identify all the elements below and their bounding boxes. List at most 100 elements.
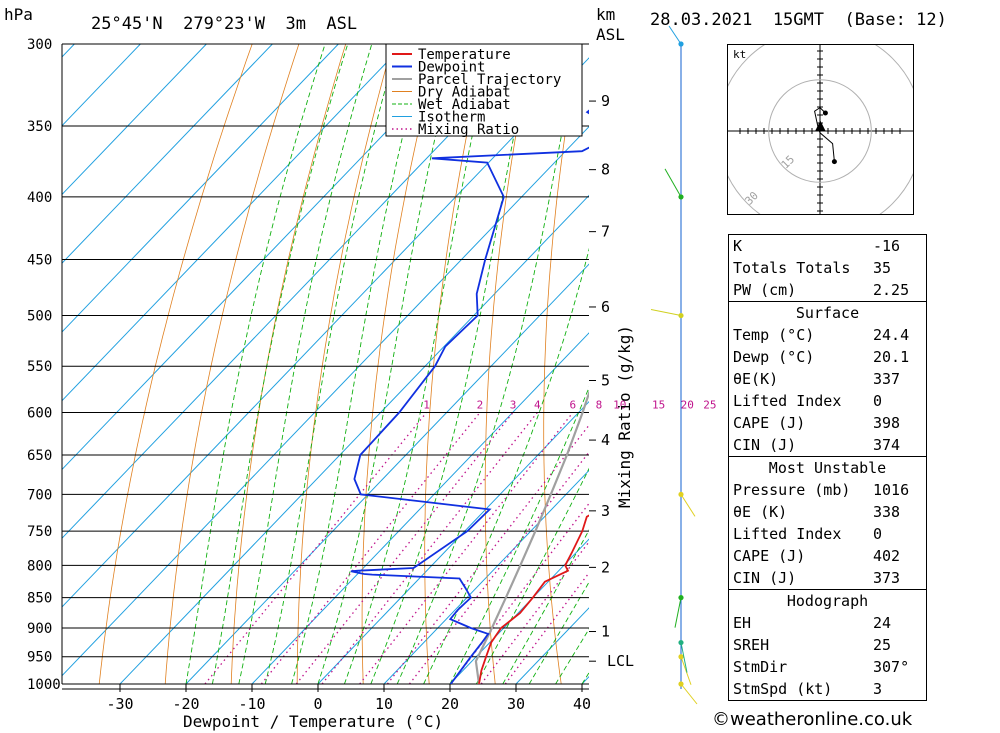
indices-row: Lifted Index 0 (729, 523, 926, 545)
index-name: θE (K) (733, 503, 788, 521)
index-name: Dewp (°C) (733, 348, 815, 366)
parcel-trajectory-line (474, 389, 589, 684)
pressure-tick-label: 550 (27, 359, 52, 375)
legend-temperature: Temperature (418, 47, 511, 63)
pressure-tick-label: 650 (27, 448, 52, 464)
pressure-tick-label: 1000 (27, 677, 61, 693)
hodograph-ring-label: 15 (779, 153, 798, 172)
dry-adiabat-line (361, 44, 440, 684)
indices-section: Surface Temp (°C) 24.4 Dewp (°C) 20.1 θE(K) 33… (728, 301, 927, 456)
wet-adiabat-line (370, 44, 534, 684)
mixing-ratio-label: 20 (681, 398, 694, 411)
isotherm-line (62, 44, 537, 539)
wet-adiabat-line (528, 581, 589, 684)
wet-adiabat-line (211, 44, 349, 684)
indices-row: StmDir 307° (729, 656, 926, 678)
indices-row: K -16 (729, 235, 926, 257)
mixing-ratio-line (260, 412, 481, 684)
mixing-ratio-label: 2 (477, 398, 484, 411)
isotherm-line (0, 44, 8, 684)
wet-adiabat-line (581, 671, 589, 684)
km-tick-label: LCL (607, 652, 634, 670)
mixing-ratio-line (359, 412, 574, 684)
dewpoint-line (350, 109, 589, 684)
temp-tick-label: -30 (106, 695, 133, 713)
pressure-tick-label: 700 (27, 487, 52, 503)
dry-adiabat-line (543, 44, 581, 684)
skewt-diagram: 3003504004505005506006507007508008509009… (0, 5, 716, 731)
wind-barb (664, 168, 682, 198)
wet-adiabat-line (502, 529, 589, 684)
isotherm-line (62, 125, 589, 677)
asl-label: ASL (596, 25, 625, 44)
km-tick-label: 3 (601, 502, 610, 520)
wind-barb (668, 25, 682, 45)
temperature-line (478, 514, 589, 684)
legend-wet-adiabat: Wet Adiabat (418, 97, 511, 113)
indices-row: θE(K) 337 (729, 368, 926, 390)
index-name: StmDir (733, 658, 788, 676)
mixing-ratio-axis-title: Mixing Ratio (g/kg) (615, 325, 634, 508)
isotherm-line (317, 400, 589, 684)
index-value: 25 (873, 636, 892, 654)
index-name: K (733, 237, 743, 255)
wet-adiabat-line (555, 628, 589, 684)
index-value: 373 (873, 569, 901, 587)
hodograph-panel: kt 153045 (665, 0, 975, 286)
index-value: 24 (873, 614, 892, 632)
isotherm-line (119, 194, 589, 684)
dry-adiabat-line (424, 44, 487, 684)
index-name: CAPE (J) (733, 414, 806, 432)
indices-row: Lifted Index 0 (729, 390, 926, 412)
mixing-ratio-label: 25 (703, 398, 716, 411)
pressure-tick-label: 900 (27, 621, 52, 637)
mixing-ratio-label: 15 (652, 398, 665, 411)
legend-isotherm: Isotherm (418, 110, 485, 126)
index-value: 402 (873, 547, 901, 565)
mixing-ratio-label: 10 (613, 398, 626, 411)
isotherm-line (383, 469, 589, 684)
indices-row: CIN (J) 373 (729, 567, 926, 589)
indices-row: Totals Totals 35 (729, 257, 926, 279)
indices-section: Most Unstable Pressure (mb) 1016 θE (K) 338 L… (728, 456, 927, 589)
km-tick-label: 5 (601, 372, 610, 390)
isotherm-line (62, 44, 207, 196)
pressure-tick-label: 450 (27, 253, 52, 269)
x-axis-title: Dewpoint / Temperature (°C) (183, 712, 443, 731)
isotherm-line (185, 263, 589, 684)
pressure-tick-label: 750 (27, 524, 52, 540)
indices-row: CIN (J) 374 (729, 434, 926, 456)
wind-barb (680, 642, 688, 673)
mixing-ratio-label: 6 (570, 398, 577, 411)
index-name: CAPE (J) (733, 547, 806, 565)
dry-adiabat-line (230, 44, 347, 684)
indices-table: K -16 Totals Totals 35 PW (cm) 2.25 Surface Tem… (728, 234, 927, 701)
hodograph-start-dot (822, 110, 828, 116)
mixing-ratio-label: 8 (596, 398, 603, 411)
indices-row: θE (K) 338 (729, 501, 926, 523)
legend: Temperature Dewpoint Parcel Trajectory D… (385, 43, 583, 138)
indices-section-title: Most Unstable (768, 459, 887, 477)
isotherm-line (251, 332, 589, 684)
date-title: 28.03.2021 15GMT (Base: 12) (650, 10, 947, 30)
indices-section-title: Hodograph (786, 592, 869, 610)
pressure-tick-label: 950 (27, 650, 52, 666)
km-tick-label: 6 (601, 298, 610, 316)
index-value: 24.4 (873, 326, 910, 344)
indices-row: Pressure (mb) 1016 (729, 479, 926, 501)
temp-tick-label: -20 (172, 695, 199, 713)
location-title: 25°45'N 279°23'W 3m ASL (91, 14, 357, 34)
pressure-tick-label: 800 (27, 558, 52, 574)
index-name: Totals Totals (733, 259, 851, 277)
pressure-tick-label: 500 (27, 309, 52, 325)
index-value: 0 (873, 392, 883, 410)
index-name: θE(K) (733, 370, 779, 388)
temp-tick-label: 30 (507, 695, 525, 713)
dry-adiabat-line (655, 7, 699, 710)
indices-section: K -16 Totals Totals 35 PW (cm) 2.25 (728, 234, 927, 301)
index-name: Lifted Index (733, 525, 842, 543)
legend-mixing-ratio: Mixing Ratio (418, 122, 519, 138)
mixing-ratio-line (450, 502, 589, 684)
pressure-tick-label: 350 (27, 119, 52, 135)
index-name: Lifted Index (733, 392, 842, 410)
